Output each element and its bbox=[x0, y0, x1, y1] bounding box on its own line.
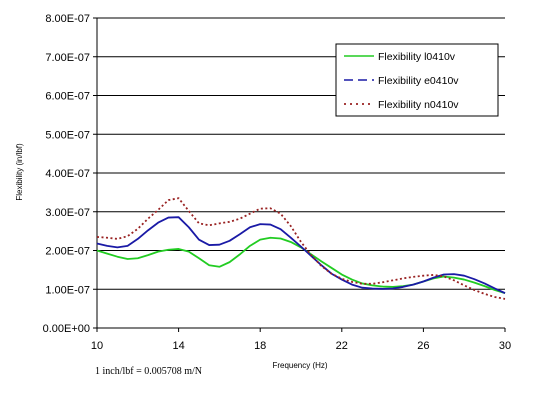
x-tick-label: 22 bbox=[336, 340, 348, 352]
series-layer bbox=[96, 197, 506, 300]
series-line-n0410v bbox=[96, 197, 506, 300]
y-tick-label: 2.00E-07 bbox=[45, 246, 90, 258]
y-axis-title: Flexibility (in/lbf) bbox=[15, 143, 24, 201]
y-tick-label: 6.00E-07 bbox=[45, 91, 90, 103]
y-tick-label: 3.00E-07 bbox=[45, 207, 90, 219]
x-tick-label: 14 bbox=[172, 340, 184, 352]
unit-conversion-note: 1 inch/lbf = 0.005708 m/N bbox=[95, 366, 202, 377]
legend-label-n0410v: Flexibility n0410v bbox=[378, 99, 459, 111]
x-tick-label: 10 bbox=[91, 340, 103, 352]
legend-label-e0410v: Flexibility e0410v bbox=[378, 75, 459, 87]
y-tick-label: 5.00E-07 bbox=[45, 129, 90, 141]
x-tick-label: 26 bbox=[417, 340, 429, 352]
y-tick-label: 0.00E+00 bbox=[43, 323, 90, 335]
x-tick-label: 18 bbox=[254, 340, 266, 352]
y-tick-label: 7.00E-07 bbox=[45, 52, 90, 64]
x-axis-title: Frequency (Hz) bbox=[272, 361, 327, 370]
y-tick-label: 1.00E-07 bbox=[45, 284, 90, 296]
legend-label-l0410v: Flexibility l0410v bbox=[378, 51, 456, 63]
y-tick-label: 8.00E-07 bbox=[45, 13, 90, 25]
legend: Flexibility l0410v Flexibility e0410v Fl… bbox=[335, 43, 499, 117]
axis-layer: 0.00E+00 1.00E-07 2.00E-07 3.00E-07 4.00E-07… bbox=[43, 13, 512, 352]
y-tick-label: 4.00E-07 bbox=[45, 168, 90, 180]
x-tick-label: 30 bbox=[499, 340, 511, 352]
series-line-e0410v bbox=[96, 216, 506, 294]
